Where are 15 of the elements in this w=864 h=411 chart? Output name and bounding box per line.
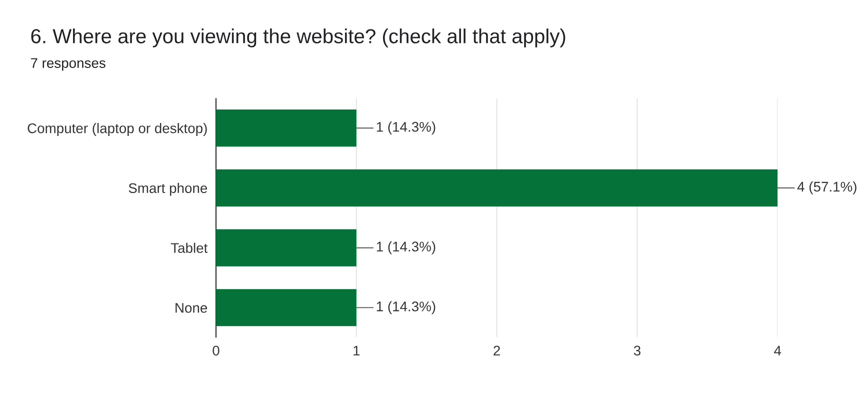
y-tick-label: Smart phone (128, 182, 208, 196)
data-label: 1 (14.3%) (376, 301, 436, 314)
data-label: 1 (14.3%) (376, 122, 436, 134)
x-tick-label: 2 (494, 346, 500, 356)
data-label: 1 (14.3%) (376, 241, 436, 254)
x-tick-label: 4 (774, 346, 782, 356)
y-tick-label: Computer (laptop or desktop) (28, 123, 207, 136)
data-label: 4 (57.1%) (797, 181, 856, 194)
chart-title: 6. Where are you viewing the website? (check all that apply) (31, 28, 566, 48)
x-tick-label: 1 (354, 346, 360, 356)
y-tick-label: Tablet (170, 242, 208, 253)
x-tick-label: 0 (212, 346, 220, 356)
x-tick-label: 3 (634, 346, 640, 356)
text: 7 responses (30, 58, 106, 71)
y-tick-label: None (176, 303, 208, 313)
